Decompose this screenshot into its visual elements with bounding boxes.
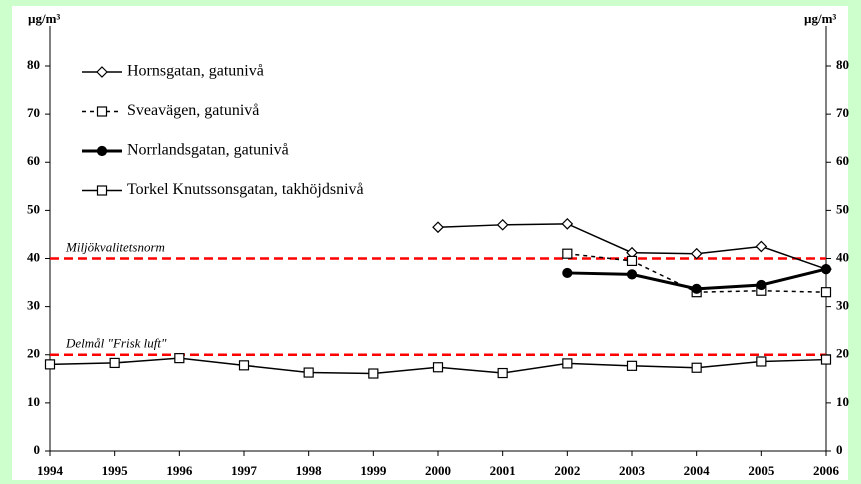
marker xyxy=(44,359,56,370)
marker xyxy=(238,360,250,371)
marker xyxy=(561,218,574,230)
x-tick-label: 2005 xyxy=(748,463,775,478)
y2-tick-label: 60 xyxy=(836,153,849,168)
y-tick-label: 30 xyxy=(27,298,40,313)
y-tick-label: 80 xyxy=(27,57,40,72)
x-tick-label: 2004 xyxy=(684,463,711,478)
x-tick-label: 2006 xyxy=(813,463,840,478)
marker xyxy=(562,267,573,279)
x-tick-label: 1995 xyxy=(102,463,129,478)
marker xyxy=(432,362,444,373)
legend-label: Torkel Knutssonsgatan, takhöjdsnivå xyxy=(127,181,364,198)
marker xyxy=(96,145,108,157)
marker xyxy=(626,360,638,371)
y2-tick-label: 30 xyxy=(836,298,849,313)
y2-tick-label: 70 xyxy=(836,105,849,120)
marker xyxy=(756,356,767,367)
x-tick-label: 2001 xyxy=(490,463,516,478)
marker xyxy=(820,354,832,365)
y2-tick-label: 40 xyxy=(836,249,849,264)
legend-label: Hornsgatan, gatunivå xyxy=(127,63,264,80)
marker xyxy=(820,263,832,275)
reference-label: Delmål "Frisk luft" xyxy=(65,336,167,351)
y2-tick-label: 50 xyxy=(836,201,849,216)
x-tick-label: 2002 xyxy=(554,463,580,478)
y-tick-label: 50 xyxy=(27,201,40,216)
marker xyxy=(691,283,702,294)
y-tick-label: 60 xyxy=(27,153,40,168)
legend-box xyxy=(70,52,462,208)
marker xyxy=(626,255,638,267)
marker xyxy=(368,368,379,379)
marker xyxy=(497,367,508,379)
legend-label: Sveavägen, gatunivå xyxy=(127,102,259,119)
marker xyxy=(432,221,444,234)
legend-label: Norrlandsgatan, gatunivå xyxy=(127,142,289,159)
marker xyxy=(96,66,108,78)
x-tick-label: 1998 xyxy=(296,463,323,478)
y-tick-label: 10 xyxy=(27,394,40,409)
y2-tick-label: 80 xyxy=(836,57,849,72)
x-tick-label: 1996 xyxy=(166,463,193,478)
x-tick-label: 1994 xyxy=(37,463,64,478)
marker xyxy=(174,353,185,364)
reference-label: Miljökvalitetsnorm xyxy=(65,239,165,254)
marker xyxy=(756,279,767,291)
y2-tick-label: 20 xyxy=(836,346,849,361)
marker xyxy=(691,362,702,373)
y-tick-label: 70 xyxy=(27,105,40,120)
marker xyxy=(303,367,314,378)
y-tick-label: 20 xyxy=(27,346,40,361)
marker xyxy=(562,248,573,259)
marker xyxy=(820,287,832,298)
marker xyxy=(109,357,120,369)
marker xyxy=(562,358,573,369)
x-tick-label: 2000 xyxy=(425,463,451,478)
y-tick-label: 0 xyxy=(34,442,41,457)
marker xyxy=(690,247,703,260)
marker xyxy=(755,240,768,253)
y2-tick-label: 0 xyxy=(836,442,843,457)
x-tick-label: 1997 xyxy=(231,463,258,478)
y-axis-label: µg/m³ xyxy=(28,11,60,26)
y2-tick-label: 10 xyxy=(836,394,849,409)
y2-axis-label: µg/m³ xyxy=(804,11,836,26)
marker xyxy=(96,185,108,196)
marker xyxy=(626,269,638,280)
y-tick-label: 40 xyxy=(27,249,40,264)
marker xyxy=(496,218,509,231)
marker xyxy=(96,106,108,117)
legend: Hornsgatan, gatunivå Sveavägen, gatunivå N… xyxy=(70,52,462,208)
x-tick-label: 1999 xyxy=(360,463,387,478)
x-tick-label: 2003 xyxy=(619,463,646,478)
